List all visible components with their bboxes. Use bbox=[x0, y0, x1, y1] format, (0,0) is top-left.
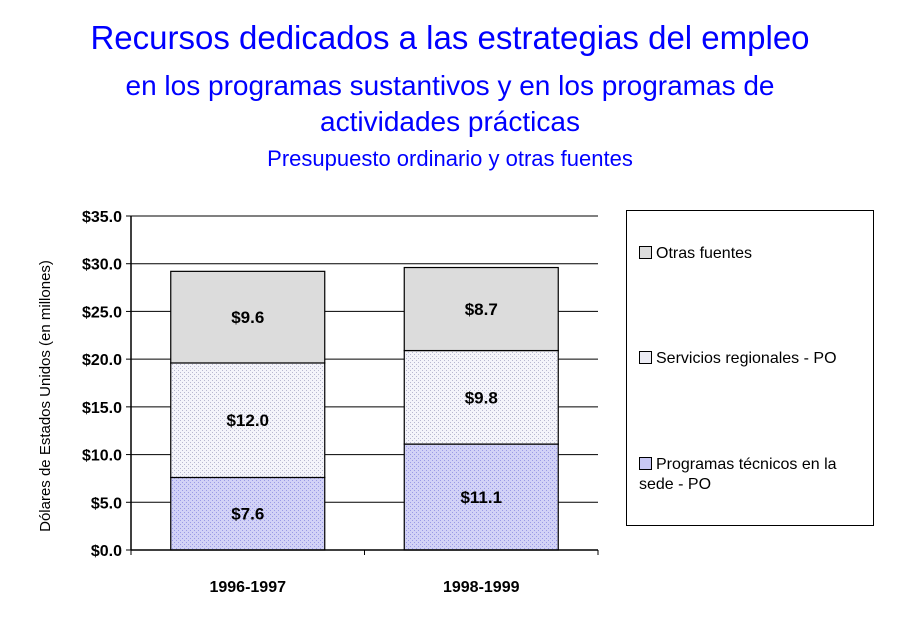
data-label: $12.0 bbox=[226, 411, 269, 430]
bar-segment bbox=[403, 266, 559, 352]
chart-title-line-2: en los programas sustantivos y en los pr… bbox=[0, 68, 900, 140]
bar-segment bbox=[403, 443, 559, 551]
data-label: $7.6 bbox=[231, 505, 264, 524]
data-labels: $7.6 $12.0 $9.6 $11.1 $9.8 $8.7 bbox=[226, 300, 502, 524]
y-tick-label: $10.0 bbox=[82, 448, 122, 465]
bar-segment bbox=[170, 362, 326, 479]
y-tick-label: $25.0 bbox=[82, 304, 122, 321]
x-tick-label: 1996-1997 bbox=[209, 579, 286, 596]
chart-subtitle: Presupuesto ordinario y otras fuentes bbox=[267, 146, 633, 171]
bars bbox=[170, 266, 559, 551]
y-tick-label: $30.0 bbox=[82, 257, 122, 274]
chart-title-line-2a: en los programas sustantivos y en los pr… bbox=[125, 70, 775, 101]
y-tick-label: $20.0 bbox=[82, 352, 122, 369]
y-tick-label: $15.0 bbox=[82, 400, 122, 417]
y-tick-label: $0.0 bbox=[91, 543, 122, 560]
data-label: $8.7 bbox=[465, 300, 498, 319]
chart-title-line-2b: actividades prácticas bbox=[320, 106, 580, 137]
data-label: $11.1 bbox=[460, 488, 502, 507]
legend-label: Programas técnicos en la sede - PO bbox=[639, 456, 837, 493]
legend-label: Otras fuentes bbox=[656, 245, 753, 262]
y-tick-label: $5.0 bbox=[91, 495, 122, 512]
legend-swatch bbox=[639, 246, 652, 259]
legend: Otras fuentes Servicios regionales - PO … bbox=[626, 210, 874, 526]
bar-segment bbox=[170, 270, 326, 364]
legend-swatch bbox=[639, 351, 652, 364]
x-tick-label: 1998-1999 bbox=[443, 579, 520, 596]
data-label: $9.6 bbox=[231, 308, 264, 327]
y-tick-labels: $0.0 $5.0 $10.0 $15.0 $20.0 $25.0 $30.0 $35.0 bbox=[82, 209, 122, 560]
y-tick-label: $35.0 bbox=[82, 209, 122, 226]
bar-segment bbox=[403, 349, 559, 445]
axes bbox=[126, 215, 599, 555]
legend-item-otras-fuentes: Otras fuentes bbox=[639, 244, 869, 264]
y-axis-label: Dólares de Estados Unidos (en millones) bbox=[37, 260, 54, 532]
data-label: $9.8 bbox=[465, 388, 498, 407]
legend-item-programas-tecnicos: Programas técnicos en la sede - PO bbox=[639, 455, 869, 495]
x-tick-labels: 1996-1997 1998-1999 bbox=[209, 579, 519, 596]
chart-title: Recursos dedicados a las estrategias del… bbox=[90, 19, 810, 56]
legend-swatch bbox=[639, 457, 652, 470]
legend-item-servicios-regionales: Servicios regionales - PO bbox=[639, 349, 869, 369]
legend-label: Servicios regionales - PO bbox=[656, 350, 837, 367]
